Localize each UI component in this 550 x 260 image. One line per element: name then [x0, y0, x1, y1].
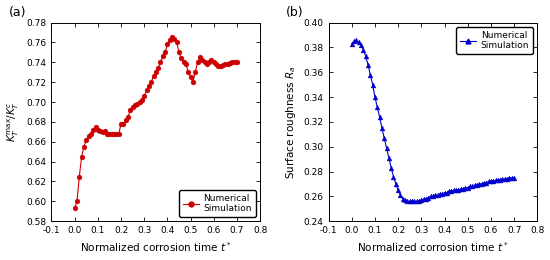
Text: (a): (a) — [9, 5, 26, 18]
Legend: Numerical
Simulation: Numerical Simulation — [179, 190, 256, 217]
X-axis label: Normalized corrosion time $t^*$: Normalized corrosion time $t^*$ — [357, 241, 509, 255]
Text: (b): (b) — [286, 5, 304, 18]
X-axis label: Normalized corrosion time $t^*$: Normalized corrosion time $t^*$ — [80, 241, 232, 255]
Y-axis label: Surface roughness $R_a$: Surface roughness $R_a$ — [284, 65, 298, 179]
Legend: Numerical
Simulation: Numerical Simulation — [456, 27, 533, 54]
Y-axis label: $K_T^{\mathrm{max}}/K_T^c$: $K_T^{\mathrm{max}}/K_T^c$ — [6, 101, 21, 142]
